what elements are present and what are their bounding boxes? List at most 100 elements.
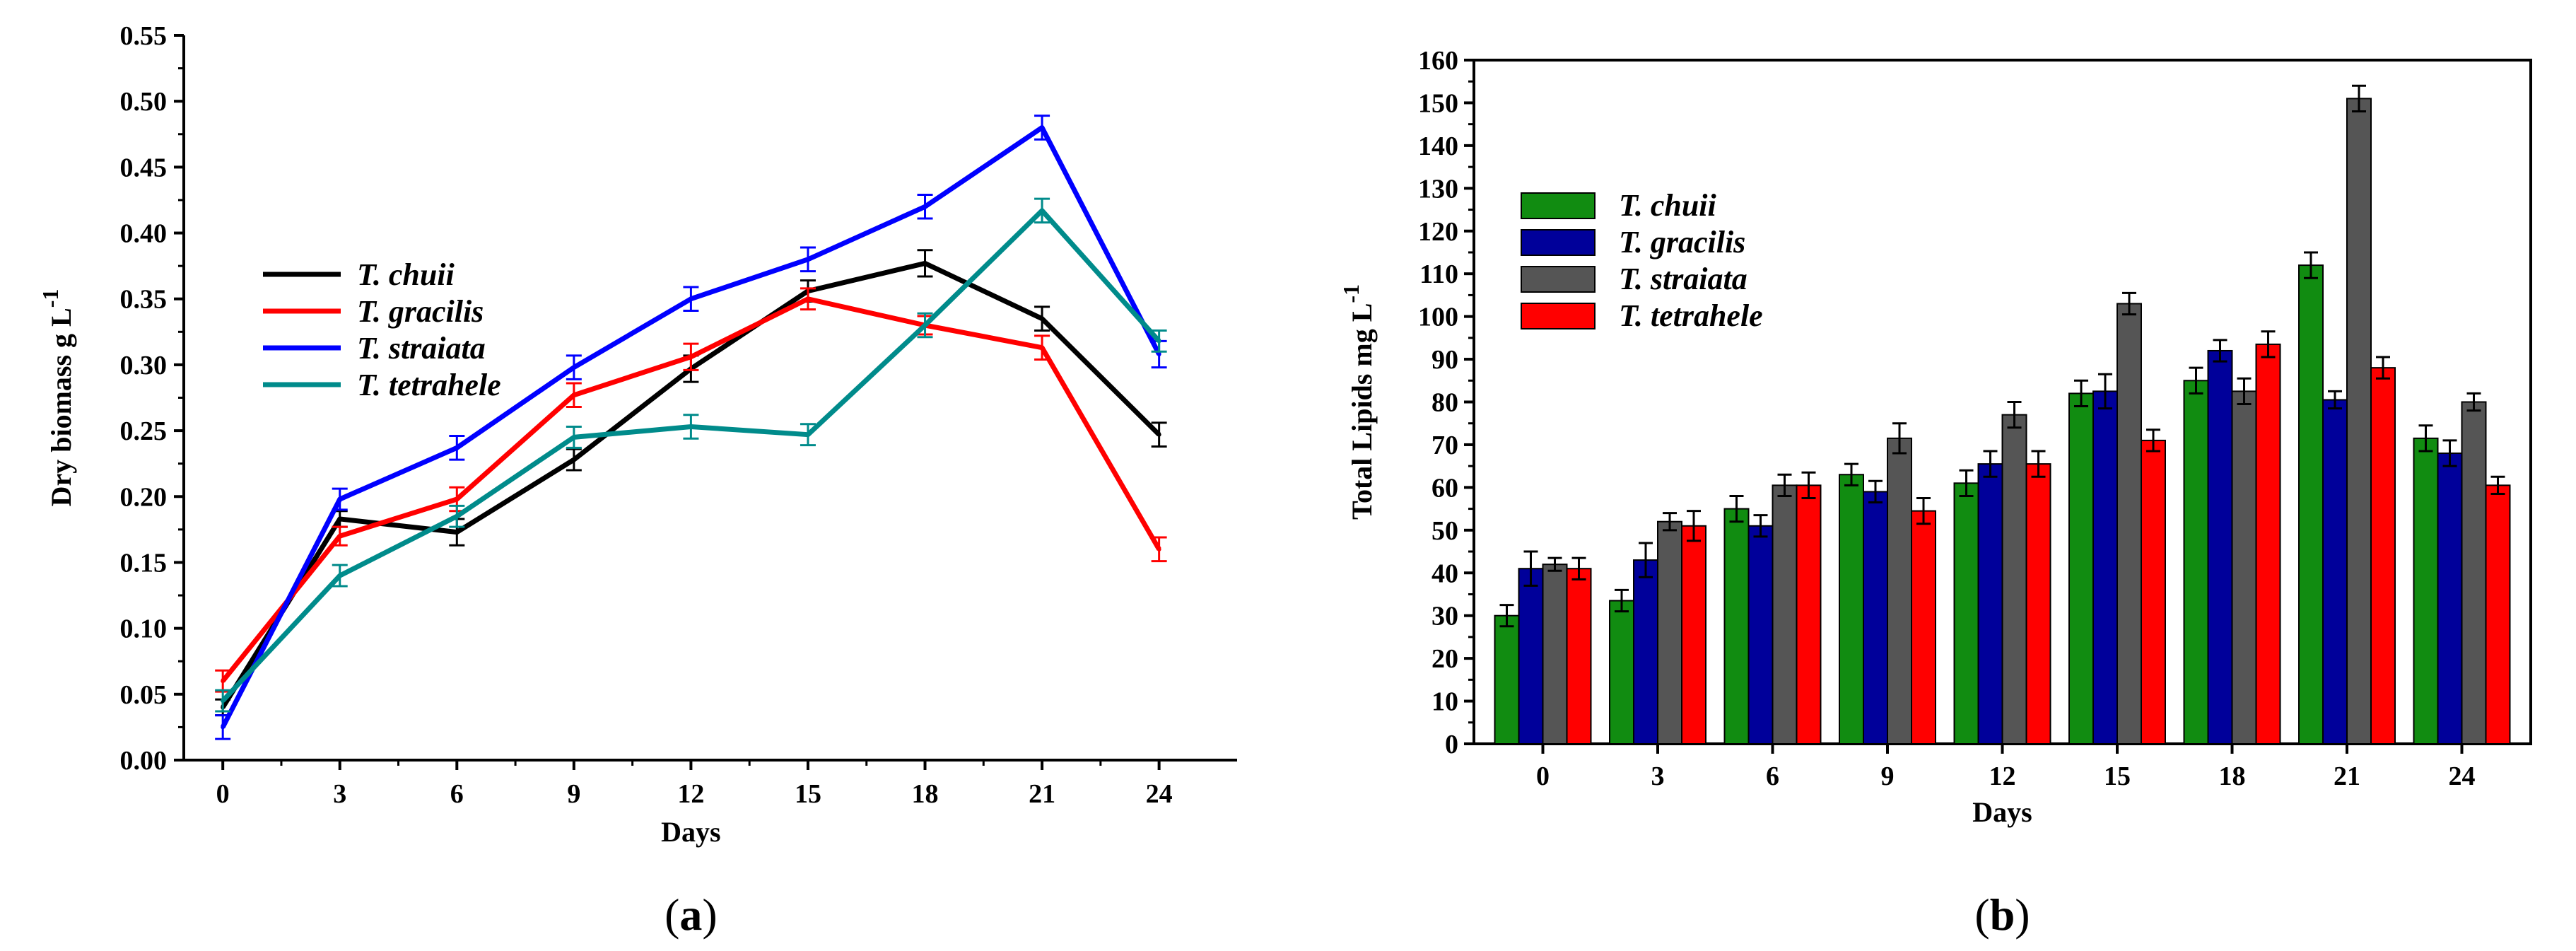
bar bbox=[2462, 402, 2486, 745]
y-tick-label: 0.30 bbox=[120, 351, 168, 380]
data-point bbox=[923, 204, 927, 209]
legend-label: T. tetrahele bbox=[357, 368, 501, 402]
data-point bbox=[689, 425, 693, 429]
y-tick-label: 140 bbox=[1418, 132, 1458, 161]
bar bbox=[2093, 391, 2117, 744]
bar bbox=[2184, 380, 2208, 744]
y-tick-label: 120 bbox=[1418, 217, 1458, 247]
x-tick-label: 15 bbox=[795, 779, 821, 809]
y-tick-label: 0.40 bbox=[120, 219, 168, 249]
legend-swatch bbox=[1521, 193, 1595, 218]
x-tick-label: 3 bbox=[1651, 762, 1665, 791]
data-point bbox=[1157, 339, 1161, 343]
x-tick-label: 15 bbox=[2104, 762, 2131, 791]
bar bbox=[2003, 415, 2027, 744]
bar bbox=[2486, 485, 2510, 744]
data-point bbox=[689, 297, 693, 301]
figure: 0.000.050.100.150.200.250.300.350.400.45… bbox=[0, 0, 2576, 951]
data-point bbox=[1157, 547, 1161, 552]
x-tick-label: 6 bbox=[1766, 762, 1779, 791]
bar bbox=[1725, 509, 1749, 744]
legend: T. chuiiT. gracilisT. straiataT. tetrahe… bbox=[263, 257, 501, 402]
panel-label-letter: b bbox=[1990, 889, 2015, 940]
bar bbox=[1682, 526, 1706, 744]
data-point bbox=[1157, 433, 1161, 437]
x-tick-label: 0 bbox=[216, 779, 230, 809]
data-point bbox=[455, 497, 459, 501]
bar bbox=[1797, 485, 1821, 744]
bar bbox=[2371, 368, 2395, 744]
legend-label: T. gracilis bbox=[357, 294, 484, 329]
y-tick-label: 150 bbox=[1418, 88, 1458, 118]
data-point bbox=[572, 435, 576, 439]
bar bbox=[1911, 511, 1936, 744]
data-point bbox=[572, 457, 576, 462]
x-tick-label: 21 bbox=[2334, 762, 2360, 791]
bar bbox=[1495, 616, 1519, 744]
data-point bbox=[338, 517, 342, 521]
y-tick-label: 0.15 bbox=[120, 548, 168, 578]
data-point bbox=[1157, 352, 1161, 356]
panel-label-open: ( bbox=[1974, 889, 1989, 940]
y-tick-label: 0.20 bbox=[120, 482, 168, 512]
data-point bbox=[806, 257, 810, 262]
panel-b-bar-chart: 0102030405060708090100110120130140150160… bbox=[1338, 46, 2531, 940]
y-tick-label: 160 bbox=[1418, 46, 1458, 76]
data-point bbox=[923, 261, 927, 265]
data-point bbox=[806, 297, 810, 301]
panel-label-letter: a bbox=[679, 889, 702, 940]
x-tick-label: 21 bbox=[1029, 779, 1055, 809]
legend-label: T. gracilis bbox=[1619, 225, 1745, 259]
bar bbox=[2414, 438, 2438, 744]
bar bbox=[1979, 464, 2003, 744]
y-tick-label: 0.50 bbox=[120, 87, 168, 117]
data-point bbox=[221, 679, 225, 683]
y-tick-label: 130 bbox=[1418, 174, 1458, 204]
data-point bbox=[221, 725, 225, 729]
bar bbox=[2256, 344, 2281, 744]
panel-a-line-chart: 0.00 0.05 0.10 0.15 0.20 0.25 0.30 0.35 0.40 0.45… bbox=[37, 21, 1237, 940]
y-tick-label: 60 bbox=[1432, 473, 1458, 503]
legend-swatch bbox=[1521, 230, 1595, 255]
y-axis-label: Dry biomass g L-1 bbox=[37, 289, 77, 507]
x-tick-label: 3 bbox=[333, 779, 346, 809]
y-tick-label: 50 bbox=[1432, 516, 1458, 546]
bar bbox=[2069, 393, 2093, 744]
x-tick-label: 9 bbox=[1881, 762, 1895, 791]
data-point bbox=[1040, 346, 1044, 350]
bar bbox=[1863, 491, 1887, 744]
data-point bbox=[455, 445, 459, 450]
series-line bbox=[223, 263, 1159, 707]
x-tick-label: 0 bbox=[1536, 762, 1550, 791]
y-tick-label: 10 bbox=[1432, 687, 1458, 717]
y-tick-label: 0.45 bbox=[120, 153, 168, 182]
x-tick-label: 9 bbox=[567, 779, 580, 809]
bar bbox=[1634, 560, 1658, 744]
bar bbox=[1567, 568, 1591, 744]
bar bbox=[1887, 438, 1911, 744]
legend-label: T. straiata bbox=[1619, 262, 1747, 296]
legend-label: T. straiata bbox=[357, 331, 486, 366]
y-tick-label: 0.55 bbox=[120, 21, 168, 51]
legend-label: T. chuii bbox=[1619, 188, 1717, 223]
panel-label-close: ) bbox=[2015, 889, 2030, 940]
bar bbox=[2117, 303, 2141, 744]
bar bbox=[2299, 265, 2323, 744]
panel-label: (a) bbox=[665, 889, 718, 940]
data-point bbox=[1040, 317, 1044, 321]
bar bbox=[1658, 522, 1682, 744]
legend-swatch bbox=[1521, 303, 1595, 329]
y-tick-label: 30 bbox=[1432, 602, 1458, 631]
data-point bbox=[1040, 125, 1044, 129]
data-point bbox=[338, 534, 342, 538]
bar bbox=[1543, 564, 1567, 744]
bar bbox=[2438, 453, 2462, 744]
x-tick-label: 24 bbox=[2449, 762, 2476, 791]
y-tick-label: 0.35 bbox=[120, 285, 168, 315]
y-tick-label: 70 bbox=[1432, 431, 1458, 460]
y-tick-label: 0.10 bbox=[120, 614, 168, 644]
x-tick-label: 18 bbox=[912, 779, 939, 809]
data-point bbox=[338, 497, 342, 501]
y-tick-label: 0.05 bbox=[120, 680, 168, 710]
data-point bbox=[455, 514, 459, 518]
